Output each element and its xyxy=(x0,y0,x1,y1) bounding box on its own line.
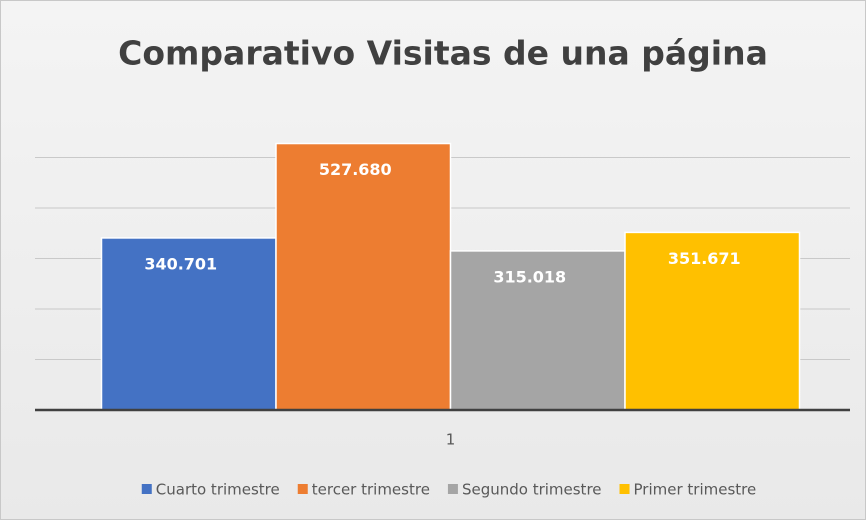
data-label: 315.018 xyxy=(493,267,566,286)
chart-title: Comparativo Visitas de una página xyxy=(118,34,768,73)
legend-label: Primer trimestre xyxy=(634,481,757,499)
legend-swatch xyxy=(447,484,458,494)
bar xyxy=(275,142,452,411)
legend-label: Cuarto trimestre xyxy=(156,481,280,499)
data-label: 340.701 xyxy=(144,254,217,273)
legend-swatch xyxy=(141,484,152,494)
legend-swatch xyxy=(297,484,308,494)
legend-swatch xyxy=(619,484,630,494)
bar xyxy=(449,250,626,411)
legend-label: tercer trimestre xyxy=(312,481,430,499)
x-tick-label: 1 xyxy=(446,431,456,449)
data-label: 527.680 xyxy=(319,160,392,179)
data-label: 351.671 xyxy=(668,249,741,268)
legend-label: Segundo trimestre xyxy=(462,481,602,499)
bar xyxy=(624,231,801,411)
